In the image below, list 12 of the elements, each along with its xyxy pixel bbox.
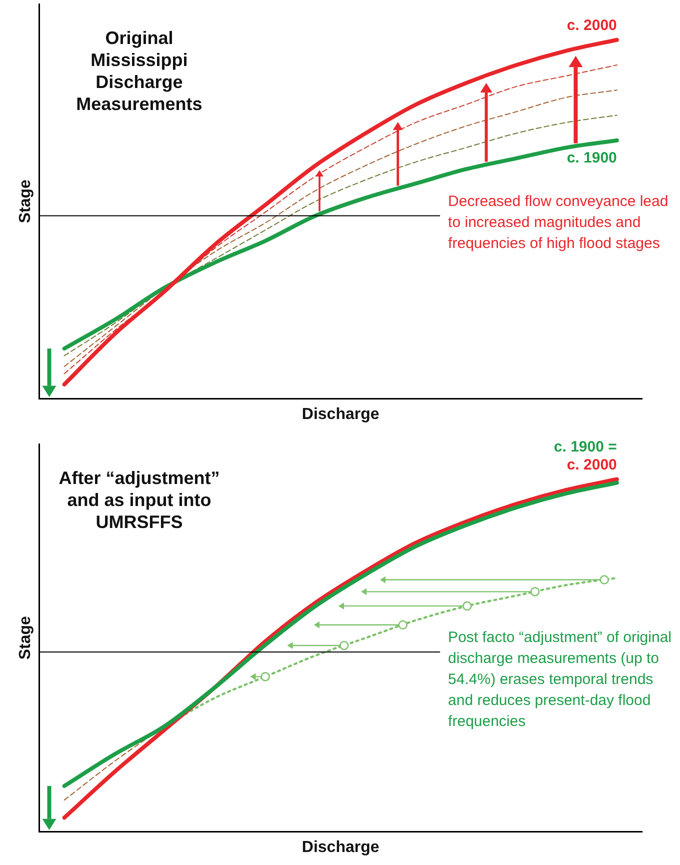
text: Original Mississippi Discharge Measurements xyxy=(76,28,202,114)
text: After “adjustment” and as input into UMRSFFS xyxy=(58,468,220,532)
series-label: c. 1900 xyxy=(566,149,617,166)
series-label: c. 2000 xyxy=(566,16,617,34)
ref-line-label: Decreased flow conveyance lead to increased magnitudes and frequencies of high flood stages xyxy=(448,192,668,252)
series-label: c. 1900 = xyxy=(554,438,618,456)
x-axis-title: Discharge xyxy=(302,838,380,856)
y-axis-title: Stage xyxy=(17,180,34,224)
y-axis-title: Stage xyxy=(17,616,34,660)
series-label: c. 2000 xyxy=(566,456,617,474)
ref-line-label: Post facto “adjustment” of original discharge measurements (up to 54.4%) erases temporal trends and reduces present-day flood frequencies xyxy=(448,629,672,730)
x-axis-title: Discharge xyxy=(302,406,380,423)
